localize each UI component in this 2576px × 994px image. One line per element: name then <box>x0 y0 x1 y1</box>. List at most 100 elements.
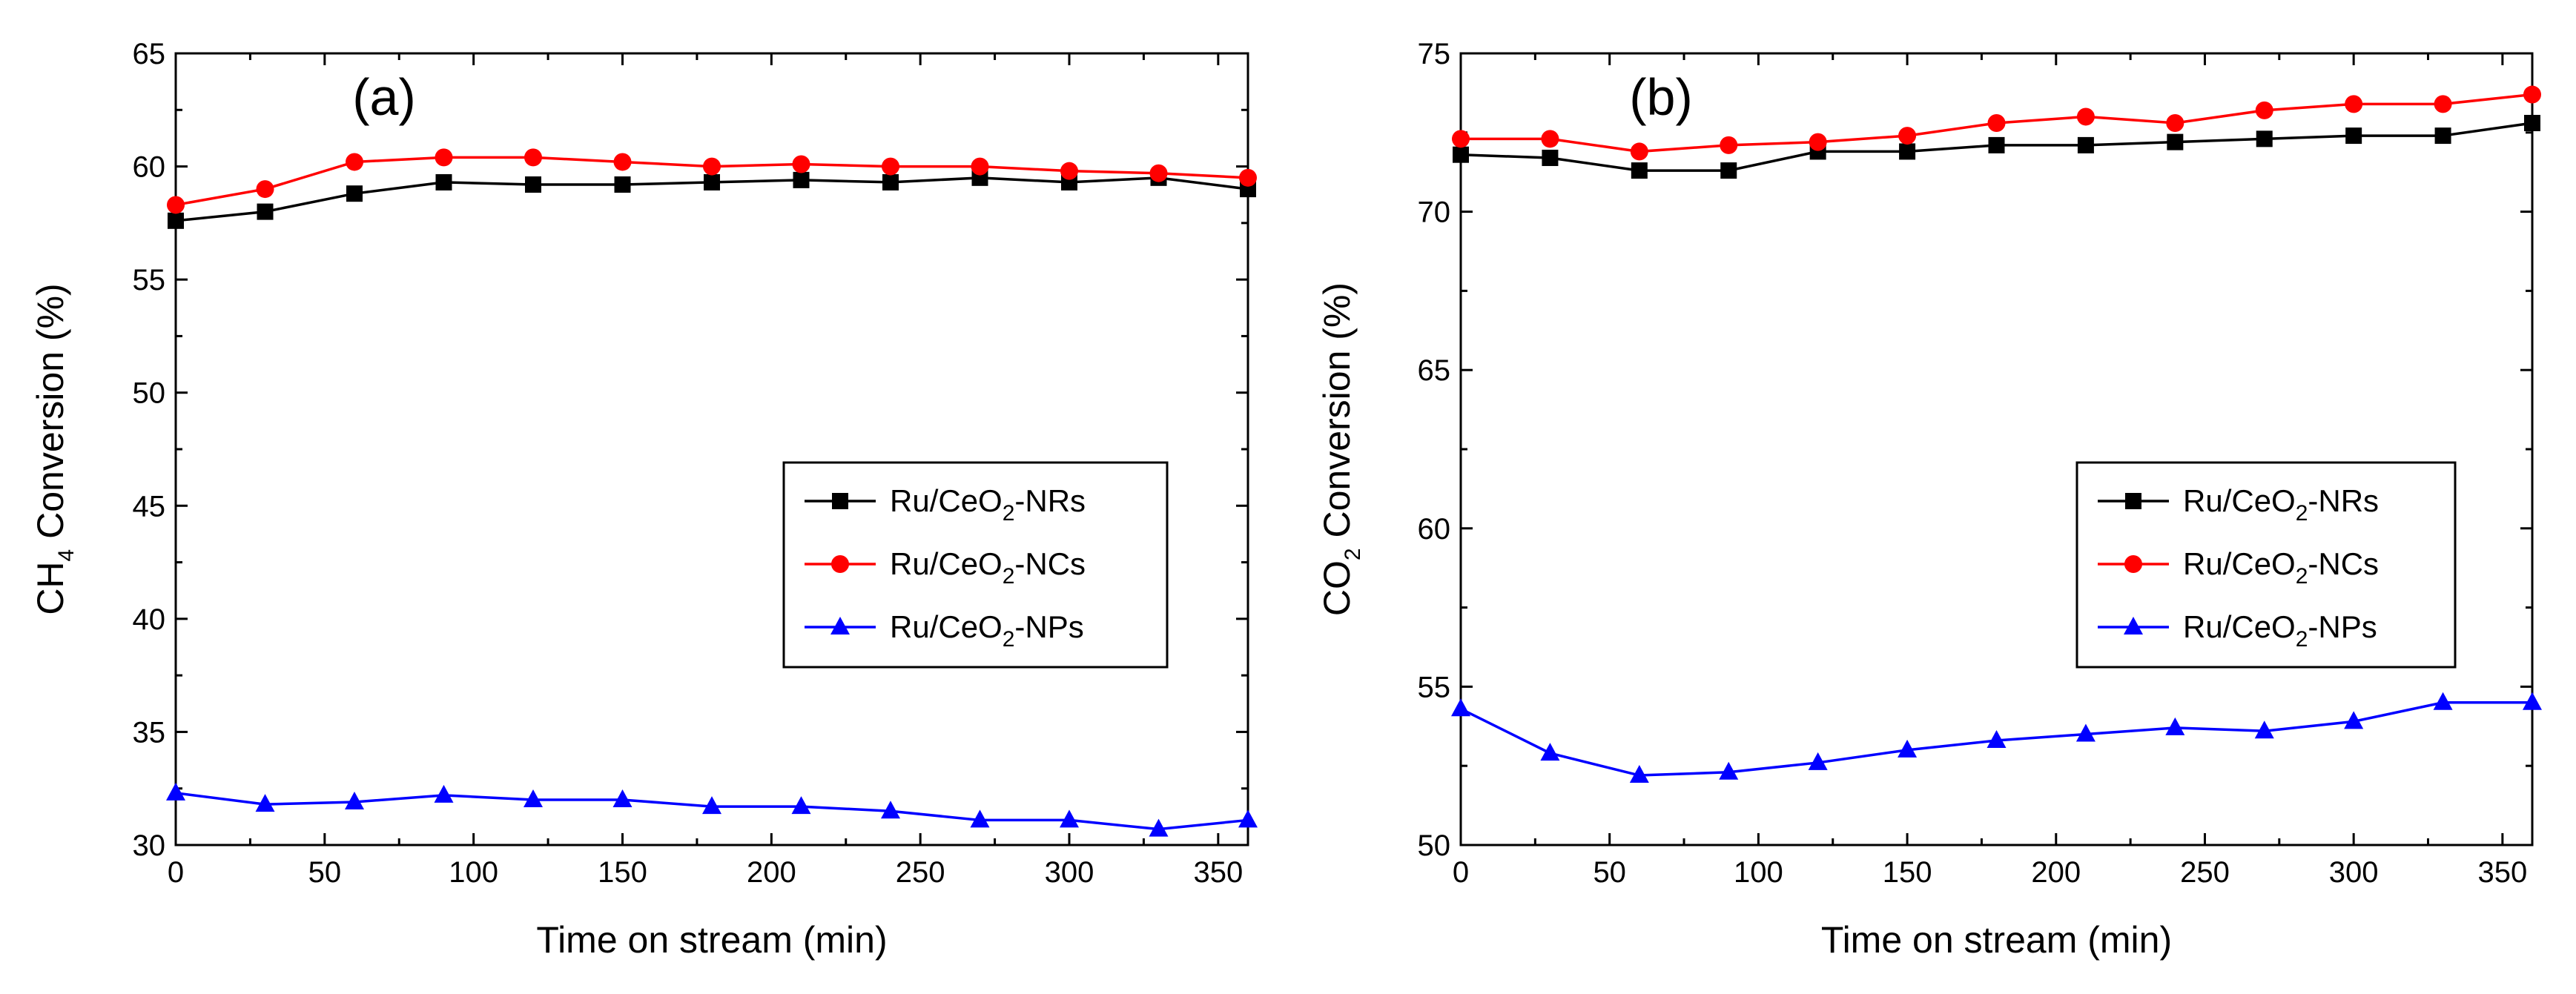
x-tick-label: 50 <box>308 856 342 889</box>
x-tick-label: 300 <box>1045 856 1094 889</box>
data-point <box>2076 107 2095 126</box>
data-point <box>1720 162 1737 179</box>
x-tick-label: 200 <box>2031 856 2081 889</box>
legend-label: Ru/CeO2-NCs <box>890 546 1086 589</box>
legend-label-text: Ru/CeO <box>2183 483 2296 518</box>
y-tick-label: 65 <box>133 38 166 70</box>
data-point <box>434 784 454 803</box>
data-point <box>2434 95 2452 113</box>
legend-label-suffix: -NRs <box>2308 483 2379 518</box>
legend-label-suffix: -NCs <box>2308 546 2379 581</box>
legend-label: Ru/CeO2-NCs <box>2183 546 2379 589</box>
series-ru-ceo2-ncs <box>167 148 1257 214</box>
data-point <box>612 789 633 807</box>
legend-label-subscript: 2 <box>1003 627 1015 652</box>
x-tick-label: 300 <box>2329 856 2379 889</box>
legend-label-text: Ru/CeO <box>890 609 1003 644</box>
y-axis-title-subscript: 2 <box>1341 548 1365 560</box>
series-ru-ceo2-ncs <box>1452 85 2541 161</box>
data-point <box>435 173 452 190</box>
data-point <box>1149 164 1168 182</box>
x-tick-label: 250 <box>2180 856 2230 889</box>
data-point <box>702 796 721 815</box>
x-tick-label: 250 <box>896 856 945 889</box>
legend-label-subscript: 2 <box>2296 627 2308 652</box>
y-axis-title-prefix: CO <box>1316 560 1358 616</box>
data-point <box>2345 95 2363 113</box>
data-point <box>524 789 543 807</box>
x-tick-label: 100 <box>1734 856 1783 889</box>
legend-label-subscript: 2 <box>2296 501 2308 526</box>
x-tick-label: 150 <box>1883 856 1932 889</box>
data-point <box>1540 743 1560 761</box>
y-axis-title-suffix: Conversion (%) <box>30 283 71 549</box>
x-tick-label: 50 <box>1593 856 1626 889</box>
data-point <box>256 180 274 199</box>
y-axis-title-suffix: Conversion (%) <box>1316 282 1358 548</box>
data-point <box>524 148 542 167</box>
y-tick-label: 50 <box>1418 829 1451 862</box>
data-point <box>1631 162 1648 179</box>
x-tick-label: 200 <box>747 856 796 889</box>
legend-label-text: Ru/CeO <box>2183 546 2296 581</box>
legend-label-suffix: -NRs <box>1014 483 1086 518</box>
legend-label-text: Ru/CeO <box>2183 609 2296 644</box>
data-point <box>345 792 364 810</box>
y-tick-label: 30 <box>133 829 166 862</box>
data-point <box>435 148 453 167</box>
x-tick-label: 150 <box>598 856 647 889</box>
legend-label: Ru/CeO2-NRs <box>2183 483 2379 526</box>
legend-label: Ru/CeO2-NPs <box>2183 609 2377 652</box>
data-point <box>614 176 631 193</box>
data-point <box>255 794 275 812</box>
data-point <box>2434 127 2451 145</box>
data-point <box>1238 809 1258 828</box>
data-point <box>1060 809 1079 828</box>
series-ru-ceo2-nps <box>166 782 1258 837</box>
data-point <box>1987 730 2007 749</box>
data-point <box>970 809 990 828</box>
legend-marker <box>830 617 850 634</box>
chart-panel-1: 0 50 100 150 200 250 300 350 30 35 40 45 50 55 60 65 Tim… <box>30 38 1258 961</box>
x-tick-label: 350 <box>2477 856 2527 889</box>
x-tick-label: 0 <box>1453 856 1469 889</box>
x-tick-label: 100 <box>449 856 498 889</box>
data-point <box>1453 146 1469 163</box>
y-axis-title: CH4 Conversion (%) <box>30 283 79 614</box>
y-tick-label: 75 <box>1418 38 1451 70</box>
data-point <box>166 782 185 801</box>
data-point <box>2254 720 2274 739</box>
data-point <box>792 155 810 173</box>
data-point <box>525 176 541 193</box>
data-point <box>2255 101 2273 119</box>
data-point <box>704 173 720 190</box>
y-tick-label: 40 <box>133 603 166 636</box>
x-axis-title: Time on stream (min) <box>536 919 887 961</box>
series-ru-ceo2-nrs <box>1453 114 2540 179</box>
data-point <box>2167 133 2184 150</box>
data-point <box>793 171 810 188</box>
y-tick-label: 70 <box>1418 196 1451 229</box>
y-tick-label: 50 <box>133 377 166 410</box>
data-point <box>1809 133 1827 151</box>
data-point <box>346 185 363 202</box>
legend-label-suffix: -NPs <box>2308 609 2377 644</box>
data-point <box>1898 127 1917 145</box>
series-ru-ceo2-nrs <box>168 169 1256 229</box>
data-point <box>1149 818 1169 837</box>
y-tick-label: 45 <box>133 490 166 523</box>
data-point <box>1720 136 1738 154</box>
legend-marker <box>831 555 849 573</box>
data-point <box>2345 127 2362 145</box>
legend-label-subscript: 2 <box>2296 564 2308 589</box>
legend-label-text: Ru/CeO <box>890 483 1003 518</box>
panel-label: (a) <box>352 68 416 126</box>
data-point <box>2166 113 2184 132</box>
data-point <box>2344 711 2364 729</box>
legend-label-subscript: 2 <box>1003 564 1015 589</box>
y-axis-title-prefix: CH <box>30 561 71 614</box>
legend-label-suffix: -NCs <box>1014 546 1086 581</box>
x-axis-title: Time on stream (min) <box>1821 919 2172 961</box>
